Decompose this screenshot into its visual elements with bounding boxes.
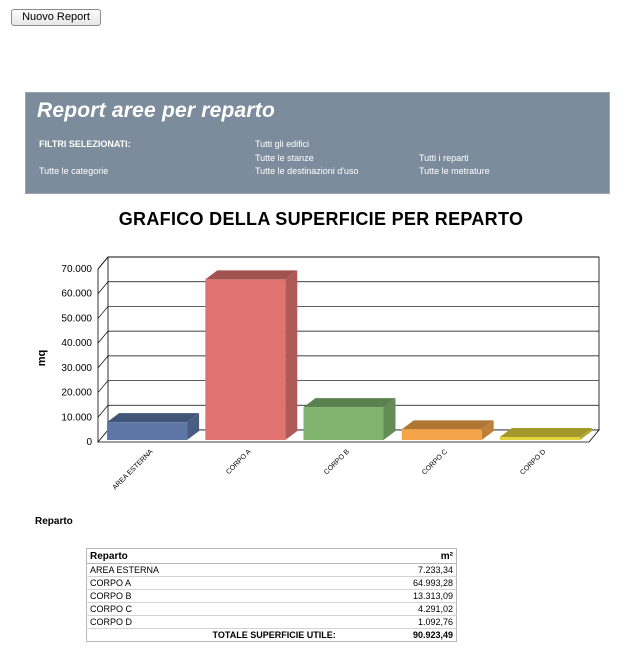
table-cell-area: 1.092,76 — [375, 615, 457, 629]
filters-label: FILTRI SELEZIONATI: — [39, 139, 131, 149]
bar-side — [285, 270, 298, 440]
filter-destinazioni: Tutte le destinazioni d'uso — [255, 166, 359, 176]
bar-side — [383, 398, 396, 440]
bar-side — [579, 428, 592, 440]
bar — [499, 437, 580, 440]
area-table: Reparto m² AREA ESTERNA 7.233,34 CORPO A… — [86, 548, 457, 642]
bar-side — [481, 420, 494, 440]
x-tick-label: CORPO C — [421, 448, 449, 476]
gridline-side — [97, 405, 109, 418]
bar-top — [205, 270, 298, 280]
chart-title: GRAFICO DELLA SUPERFICIE PER REPARTO — [118, 209, 524, 229]
chart-y-axis-label: mq — [36, 350, 48, 367]
total-label: TOTALE SUPERFICIE UTILE: — [212, 630, 336, 640]
bar — [107, 422, 188, 440]
gridline-side — [97, 281, 109, 294]
total-value: 90.923,49 — [412, 630, 453, 640]
filter-metrature: Tutte le metrature — [419, 166, 490, 176]
y-tick-label: 60.000 — [61, 289, 92, 300]
filter-stanze: Tutte le stanze — [255, 153, 314, 163]
table-cell-area: 64.993,28 — [375, 576, 457, 590]
bar-side — [187, 413, 200, 440]
gridline-side — [97, 256, 109, 270]
filter-categorie: Tutte le categorie — [39, 166, 109, 176]
bar-chart: 0 10.000 20.000 30.000 40.000 50.000 60.000 70.… — [36, 256, 600, 491]
bar-top — [303, 398, 396, 408]
table-cell-reparto: CORPO A — [86, 576, 376, 590]
y-tick-label: 10.000 — [61, 412, 92, 423]
filter-reparti: Tutti i reparti — [419, 153, 469, 163]
table-row: CORPO D 1.092,76 — [86, 615, 457, 629]
bar-top — [499, 428, 592, 437]
x-tick-label: CORPO B — [323, 448, 351, 476]
y-tick-label: 30.000 — [61, 363, 92, 374]
table-cell-reparto: AREA ESTERNA — [86, 563, 376, 577]
y-tick-label: 20.000 — [61, 388, 92, 399]
table-header-row: Reparto m² — [86, 548, 457, 564]
y-tick-label: 70.000 — [61, 264, 92, 275]
new-report-button[interactable]: Nuovo Report — [11, 9, 101, 26]
table-row: CORPO C 4.291,02 — [86, 602, 457, 616]
bar-top — [107, 413, 200, 423]
table-cell-reparto: CORPO B — [86, 589, 376, 603]
gridline-side — [97, 306, 109, 319]
gridline-side — [97, 355, 109, 369]
table-row: CORPO B 13.313,09 — [86, 589, 457, 603]
y-tick-label: 50.000 — [61, 313, 92, 324]
table-header-reparto: Reparto — [86, 548, 376, 564]
table-row: CORPO A 64.993,28 — [86, 576, 457, 590]
bar — [401, 429, 482, 440]
x-tick-label: AREA ESTERNA — [112, 448, 155, 491]
table-header-mq: m² — [375, 548, 457, 564]
x-tick-label: CORPO D — [519, 448, 547, 476]
bar — [205, 279, 286, 440]
chart-x-axis-label: Reparto — [35, 516, 73, 527]
bar-top — [401, 420, 494, 430]
table-cell-area: 7.233,34 — [375, 563, 457, 577]
table-cell-area: 4.291,02 — [375, 602, 457, 616]
table-total-row: TOTALE SUPERFICIE UTILE: 90.923,49 — [87, 629, 457, 642]
y-tick-label: 40.000 — [61, 338, 92, 349]
table-cell-reparto: CORPO D — [86, 615, 376, 629]
y-tick-label: 0 — [86, 437, 92, 448]
bar — [303, 407, 384, 440]
report-title: Report aree per reparto — [37, 99, 276, 122]
x-tick-label: CORPO A — [225, 448, 253, 476]
gridline-side — [97, 380, 109, 393]
table-cell-area: 13.313,09 — [375, 589, 457, 603]
table-cell-reparto: CORPO C — [86, 602, 376, 616]
report-banner: Report aree per reparto FILTRI SELEZIONA… — [25, 92, 610, 194]
gridline-side — [97, 330, 109, 344]
table-row: AREA ESTERNA 7.233,34 — [86, 563, 457, 577]
filter-edifici: Tutti gli edifici — [255, 139, 310, 149]
